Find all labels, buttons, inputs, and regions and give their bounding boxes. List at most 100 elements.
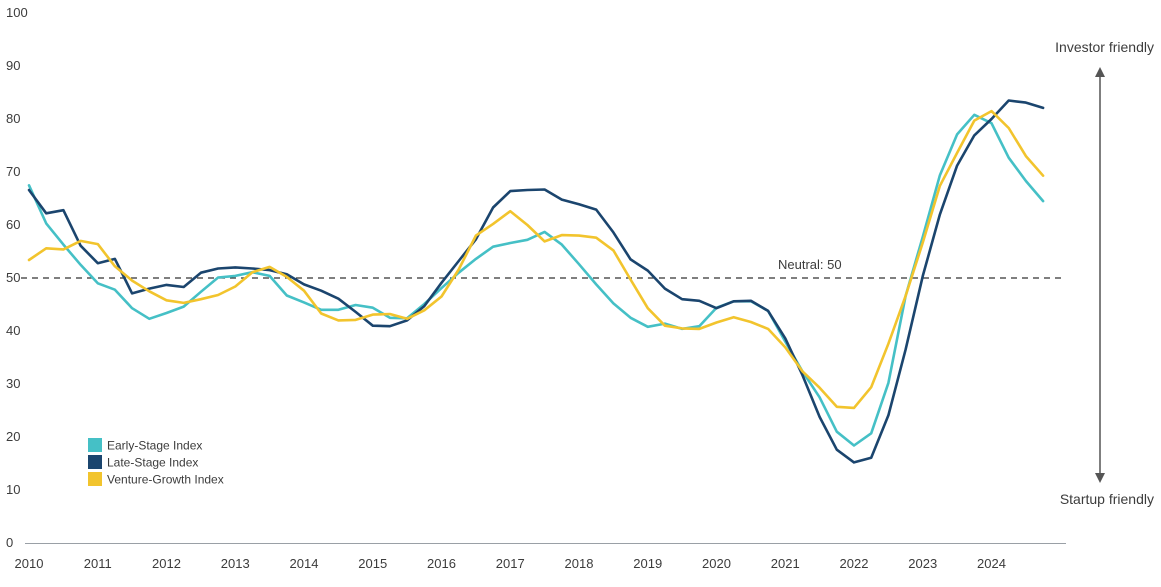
venture-growth-index-point — [715, 321, 718, 324]
late-stage-index-point — [217, 267, 220, 270]
late-stage-index-point — [784, 337, 787, 340]
venture-growth-index-point — [818, 386, 821, 389]
early-stage-index-point — [818, 396, 821, 399]
investor-friendly-label: Investor friendly — [1055, 39, 1154, 55]
early-stage-index-point — [165, 312, 168, 315]
late-stage-index-point — [818, 416, 821, 419]
venture-growth-index-point — [79, 240, 82, 243]
x-tick-label: 2012 — [152, 556, 181, 571]
venture-growth-index-point — [251, 271, 254, 274]
late-stage-index-point — [732, 300, 735, 303]
venture-growth-index-point — [1007, 127, 1010, 130]
late-stage-index-point — [887, 414, 890, 417]
late-stage-index-point — [973, 134, 976, 137]
venture-growth-index-point — [1042, 174, 1045, 177]
venture-growth-index-point — [320, 312, 323, 315]
late-stage-index-point — [131, 292, 134, 295]
late-stage-index-point — [303, 283, 306, 286]
y-tick-label: 20 — [6, 429, 20, 444]
y-tick-label: 30 — [6, 376, 20, 391]
early-stage-index-point — [629, 317, 632, 320]
venture-growth-index-point — [801, 370, 804, 373]
late-stage-index-point — [681, 298, 684, 301]
venture-growth-index-point — [423, 309, 426, 312]
early-stage-index-point — [354, 304, 357, 307]
venture-growth-index-point — [990, 110, 993, 113]
early-stage-index-point — [612, 302, 615, 305]
late-stage-index-point — [354, 311, 357, 314]
arrow-down-icon — [1095, 473, 1105, 483]
late-stage-index-point — [268, 269, 271, 272]
venture-growth-index-point — [337, 319, 340, 322]
venture-growth-index-point — [664, 324, 667, 327]
late-stage-index-point — [870, 456, 873, 459]
venture-growth-index-point — [165, 299, 168, 302]
venture-growth-index-point — [526, 224, 529, 227]
early-stage-index-series — [27, 113, 1045, 447]
late-stage-index-point — [801, 374, 804, 377]
early-stage-index-point — [853, 444, 856, 447]
early-stage-index-point — [440, 287, 443, 290]
late-stage-index-point — [647, 269, 650, 272]
y-tick-label: 10 — [6, 482, 20, 497]
venture-growth-index-point — [492, 223, 495, 226]
venture-growth-index-point — [148, 290, 151, 293]
early-stage-index-point — [939, 174, 942, 177]
venture-growth-index-point — [904, 295, 907, 298]
late-stage-index-point — [251, 267, 254, 270]
venture-growth-index-point — [114, 265, 117, 268]
venture-growth-index-point — [612, 249, 615, 252]
venture-growth-index-point — [732, 316, 735, 319]
y-tick-label: 100 — [6, 5, 28, 20]
late-stage-index-point — [28, 189, 31, 192]
venture-growth-index-point — [561, 234, 564, 237]
venture-growth-index-point — [887, 342, 890, 345]
venture-growth-index-point — [543, 240, 546, 243]
late-stage-index-point — [922, 275, 925, 278]
late-stage-index-point — [440, 282, 443, 285]
late-stage-index-series — [27, 99, 1045, 464]
x-tick-label: 2019 — [633, 556, 662, 571]
early-stage-index-point — [45, 222, 48, 225]
late-stage-index-point — [1007, 99, 1010, 102]
late-stage-index-point — [320, 289, 323, 292]
venture-growth-index-point — [440, 295, 443, 298]
venture-growth-index-point — [372, 313, 375, 316]
venture-growth-index-point — [956, 152, 959, 155]
y-tick-label: 40 — [6, 323, 20, 338]
late-stage-index-point — [457, 260, 460, 263]
legend-label: Early-Stage Index — [107, 439, 202, 453]
legend-label: Late-Stage Index — [107, 456, 198, 470]
early-stage-index-point — [887, 382, 890, 385]
late-stage-index-point — [45, 212, 48, 215]
venture-growth-index-line — [27, 109, 1045, 410]
early-stage-index-point — [114, 288, 117, 291]
early-stage-index-point — [62, 243, 65, 246]
x-tick-label: 2021 — [771, 556, 800, 571]
x-tick-label: 2016 — [427, 556, 456, 571]
venture-growth-index-point — [303, 289, 306, 292]
early-stage-index-point — [268, 275, 271, 278]
late-stage-index-point — [114, 258, 117, 261]
late-stage-index-point — [543, 188, 546, 191]
late-stage-index-point — [200, 271, 203, 274]
legend-item-late-stage-index: Late-Stage Index — [88, 455, 198, 470]
late-stage-index-point — [337, 297, 340, 300]
venture-growth-index-point — [939, 185, 942, 188]
venture-growth-index-point — [62, 248, 65, 251]
venture-growth-index-point — [182, 302, 185, 305]
early-stage-index-point — [148, 318, 151, 321]
x-tick-label: 2017 — [496, 556, 525, 571]
late-stage-index-point — [62, 209, 65, 212]
venture-growth-index-point — [45, 247, 48, 250]
arrow-up-icon — [1095, 67, 1105, 77]
x-tick-label: 2014 — [290, 556, 319, 571]
legend-swatch — [88, 455, 102, 469]
venture-growth-index-point — [97, 243, 100, 246]
venture-growth-index-point — [354, 319, 357, 322]
early-stage-index-point — [79, 264, 82, 267]
legend-swatch — [88, 472, 102, 486]
early-stage-index-point — [526, 239, 529, 242]
early-stage-index-point — [492, 245, 495, 248]
late-stage-index-point — [526, 189, 529, 192]
